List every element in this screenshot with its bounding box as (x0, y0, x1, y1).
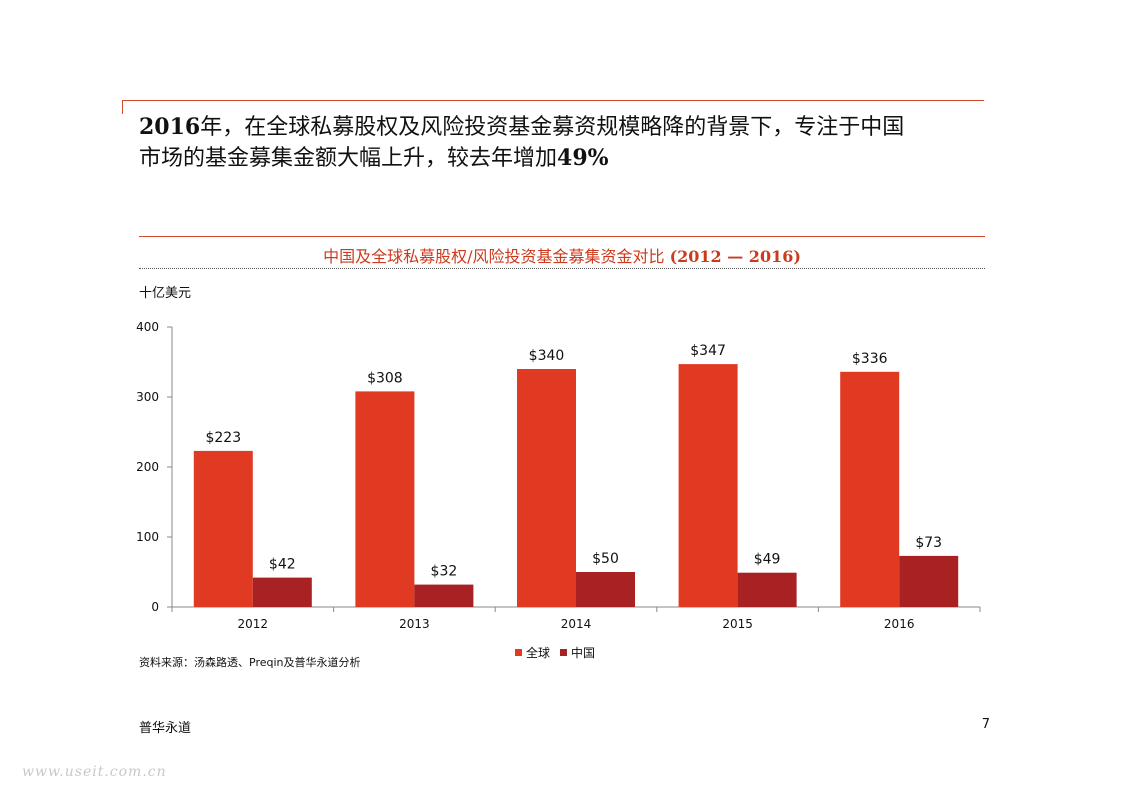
headline-year: 2016 (139, 114, 201, 140)
bar-china (414, 584, 474, 607)
bar-china (252, 577, 312, 607)
data-label: $50 (592, 551, 619, 567)
x-tick-label: 2013 (399, 617, 430, 631)
bar-global (517, 369, 576, 607)
legend-item-global: 全球 (515, 644, 550, 661)
header-accent-tick (122, 100, 123, 114)
headline-line2: 市场的基金募集金额大幅上升，较去年增加 (139, 146, 558, 171)
data-label: $347 (690, 343, 726, 359)
y-tick-label: 100 (136, 530, 159, 544)
legend-swatch-global (515, 649, 522, 656)
footer-brand: 普华永道 (139, 721, 192, 736)
bar-global (678, 364, 738, 607)
chart-title-bottom-rule (139, 268, 985, 269)
bar-global (355, 391, 415, 607)
bar-china (899, 555, 959, 607)
headline-percent: 49% (557, 145, 609, 171)
chart-title-text: 中国及全球私募股权/风险投资基金募集资金对比 (323, 247, 670, 266)
x-tick-label: 2012 (238, 617, 269, 631)
chart-legend: 全球 中国 (515, 644, 595, 661)
header-accent-line (122, 100, 984, 101)
y-tick-label: 200 (136, 460, 159, 474)
page-number: 7 (981, 717, 990, 732)
data-label: $340 (529, 348, 565, 364)
legend-label-global: 全球 (526, 646, 551, 660)
y-tick-label: 400 (136, 320, 159, 334)
x-tick-label: 2015 (722, 617, 753, 631)
y-axis-unit-label: 十亿美元 (139, 286, 192, 301)
chart-title-top-rule (139, 236, 985, 237)
bar-global (193, 450, 253, 607)
source-note: 资料来源：汤森路透、Preqin及普华永道分析 (139, 656, 361, 669)
data-label: $32 (431, 564, 458, 580)
bar-china (737, 572, 797, 607)
legend-item-china: 中国 (560, 644, 595, 661)
legend-swatch-china (560, 649, 568, 656)
y-tick-label: 0 (151, 600, 159, 614)
chart-title: 中国及全球私募股权/风险投资基金募集资金对比 (2012 — 2016) (139, 243, 985, 267)
watermark: www.useit.com.cn (22, 764, 167, 780)
headline-line1: 年，在全球私募股权及风险投资基金募资规模略降的背景下，专注于中国 (200, 115, 905, 140)
data-label: $223 (205, 430, 241, 446)
x-tick-label: 2014 (561, 617, 592, 631)
y-tick-label: 300 (136, 390, 159, 404)
bar-china (576, 572, 635, 607)
chart-title-years: (2012 — 2016) (669, 247, 801, 266)
data-label: $42 (269, 557, 296, 573)
legend-label-china: 中国 (571, 646, 596, 660)
x-tick-label: 2016 (884, 617, 915, 631)
page-headline: 2016年，在全球私募股权及风险投资基金募资规模略降的背景下，专注于中国 市场的… (139, 112, 999, 174)
bar-global (840, 371, 900, 607)
data-label: $49 (754, 552, 781, 568)
data-label: $73 (915, 535, 942, 551)
data-label: $336 (852, 351, 888, 367)
data-label: $308 (367, 370, 403, 386)
bar-chart: 0 100 200 300 400 2012 $223 $42 2013 $308 $32 2014 $… (136, 320, 981, 631)
